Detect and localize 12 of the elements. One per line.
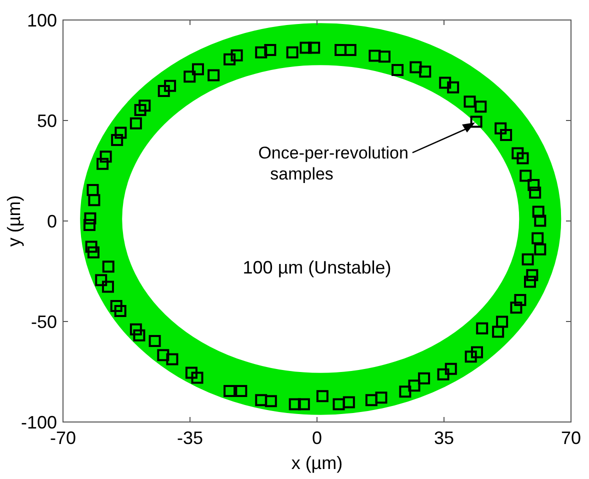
x-tick-label: 70 xyxy=(560,428,582,448)
y-axis-title: y (µm) xyxy=(4,195,24,247)
x-tick-label: -35 xyxy=(176,428,204,448)
y-tick-label: -50 xyxy=(30,312,57,332)
x-tick-label: 35 xyxy=(434,428,454,448)
annotation: Once-per-revolution samples xyxy=(258,144,408,184)
annotation: 100 µm (Unstable) xyxy=(242,257,392,278)
y-tick-label: 0 xyxy=(46,211,57,232)
y-tick-label: 50 xyxy=(36,110,57,131)
x-tick-label: 0 xyxy=(312,428,322,448)
y-tick-label: 100 xyxy=(26,10,57,30)
x-axis-title: x (µm) xyxy=(291,453,343,473)
